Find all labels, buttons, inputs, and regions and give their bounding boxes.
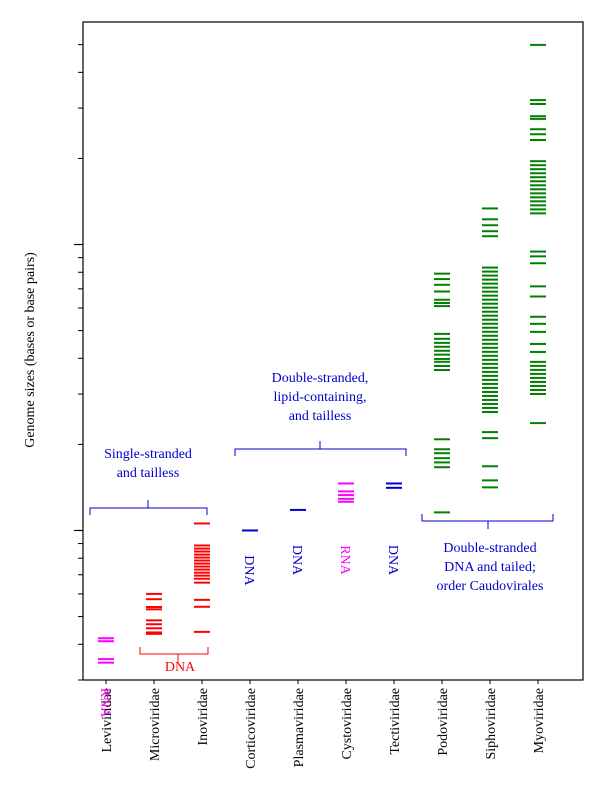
annotation: and tailless <box>289 409 352 424</box>
x-tick-label: Corticoviridae <box>244 688 259 769</box>
annotation: order Caudovirales <box>437 579 544 594</box>
annotation: DNA and tailed; <box>444 560 536 575</box>
x-tick-label: Microviridae <box>148 688 163 761</box>
x-tick-label: Tectiviridae <box>388 688 403 755</box>
x-tick-label: Leviviridae <box>100 688 115 753</box>
nucleic-label: RNA <box>337 545 352 575</box>
bracket <box>421 514 554 529</box>
nucleic-label: DNA <box>385 545 400 576</box>
nucleic-label: RNA <box>97 688 112 718</box>
annotation: Double-stranded, <box>272 371 369 386</box>
nucleic-label: DNA <box>241 555 256 586</box>
bracket <box>89 500 208 515</box>
annotation: Double-stranded <box>443 541 536 556</box>
x-tick-label: Myoviridae <box>532 688 547 753</box>
annotation: lipid-containing, <box>274 390 367 405</box>
x-tick-label: Plasmaviridae <box>292 688 307 767</box>
annotation: Single-stranded <box>104 447 192 462</box>
bracket <box>139 647 209 662</box>
x-tick-label: Siphoviridae <box>484 688 499 760</box>
x-tick-label: Cystoviridae <box>340 688 355 760</box>
y-axis-label: Genome sizes (bases or base pairs) <box>23 252 38 448</box>
x-tick-label: Podoviridae <box>436 688 451 756</box>
annotation: and tailless <box>117 466 180 481</box>
annotation: DNA <box>165 660 196 675</box>
plot-frame <box>82 21 584 681</box>
x-tick-label: Inoviridae <box>196 688 211 746</box>
bracket <box>234 441 407 456</box>
nucleic-label: DNA <box>289 545 304 576</box>
